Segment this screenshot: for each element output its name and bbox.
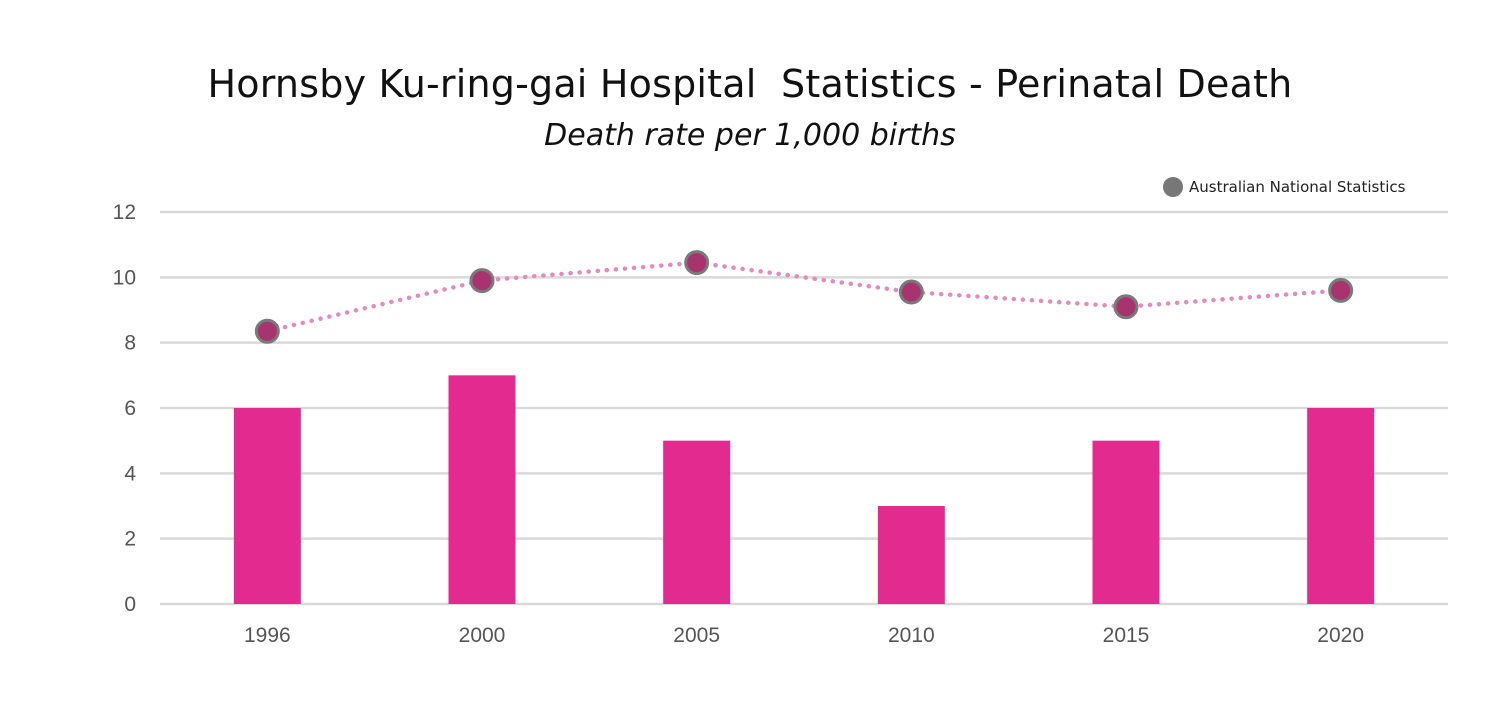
x-tick-label: 2000: [459, 624, 506, 647]
chart-subtitle: Death rate per 1,000 births: [544, 118, 956, 153]
bar-1996: [233, 408, 301, 604]
x-tick-label: 2020: [1317, 624, 1364, 647]
y-tick-label: 8: [124, 332, 136, 355]
legend-label: Australian National Statistics: [1189, 178, 1406, 196]
legend-marker: [1163, 177, 1183, 197]
y-tick-label: 6: [124, 397, 136, 420]
x-tick-label: 2005: [673, 624, 720, 647]
x-tick-label: 2015: [1103, 624, 1150, 647]
y-tick-label: 0: [124, 593, 136, 616]
point-2010: [898, 279, 924, 305]
national-stats-line: [265, 260, 1343, 334]
bar-series: [233, 375, 1375, 604]
point-2015: [1113, 294, 1139, 320]
chart-title: Hornsby Ku-ring-gai Hospital Statistics …: [207, 62, 1293, 106]
y-axis-ticks: 0 2 4 6 8 10 12: [113, 201, 137, 616]
bar-2005: [663, 440, 731, 604]
y-tick-label: 4: [124, 462, 136, 485]
x-axis-ticks: 1996 2000 2005 2010 2015 2020: [244, 624, 1364, 647]
bar-2015: [1092, 440, 1160, 604]
line-series: [254, 250, 1354, 344]
x-tick-label: 1996: [244, 624, 291, 647]
point-2005: [684, 250, 710, 276]
y-tick-label: 12: [113, 201, 136, 224]
y-tick-label: 2: [124, 528, 136, 551]
point-2020: [1328, 277, 1354, 303]
y-tick-label: 10: [113, 266, 136, 289]
gridlines: [160, 210, 1448, 606]
bar-2020: [1307, 408, 1375, 604]
point-2000: [469, 268, 495, 294]
bar-2010: [877, 506, 945, 604]
x-tick-label: 2010: [888, 624, 935, 647]
legend: Australian National Statistics: [1163, 177, 1406, 197]
point-1996: [254, 318, 280, 344]
bar-2000: [448, 375, 516, 604]
